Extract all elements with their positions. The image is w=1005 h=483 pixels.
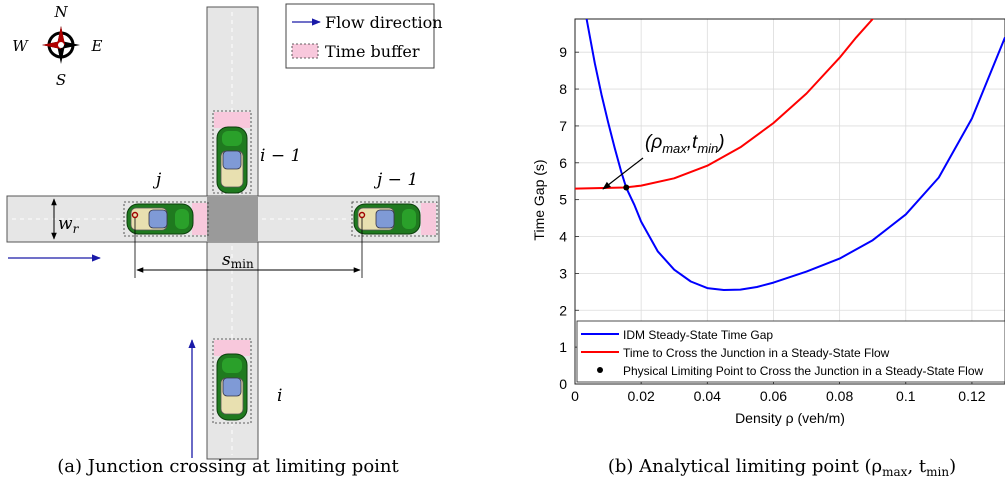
y-tick-label: 0 — [559, 376, 567, 392]
y-tick-label: 8 — [559, 81, 567, 97]
annotation-arrow — [602, 157, 644, 190]
cross-time-line — [575, 19, 875, 190]
label-i-minus-1: i − 1 — [260, 146, 301, 166]
x-tick-label: 0.06 — [760, 388, 787, 404]
min-spacing-label: smin — [222, 250, 254, 271]
caption-a: (a) Junction crossing at limiting point — [57, 456, 399, 477]
car-j-minus-1 — [351, 201, 438, 237]
compass-south: S — [56, 71, 66, 89]
x-axis-label: Density ρ (veh/m) — [735, 410, 845, 426]
legend-flow-label: Flow direction — [325, 13, 443, 32]
plot-area — [574, 18, 1005, 385]
y-tick-label: 5 — [559, 192, 567, 208]
x-tick-label: 0.12 — [958, 388, 985, 404]
legend-idm-label: IDM Steady-State Time Gap — [623, 328, 773, 342]
x-tick-label: 0.02 — [628, 388, 655, 404]
y-tick-label: 2 — [559, 302, 567, 318]
compass-east: E — [91, 37, 103, 55]
y-axis-label: Time Gap (s) — [531, 159, 547, 240]
junction-diagram: N S W E Flow direction Time buffer i − 1… — [6, 3, 443, 477]
legend-buffer-label: Time buffer — [325, 42, 420, 61]
legend-cross-label: Time to Cross the Junction in a Steady-S… — [623, 346, 890, 360]
y-tick-label: 4 — [559, 229, 567, 245]
junction-area — [207, 196, 258, 242]
y-tick-label: 1 — [559, 339, 567, 355]
time-gap-chart: 0 0.02 0.04 0.06 0.08 0.1 0.12 0 1 2 3 4 5 6 7 8 9 Densi… — [531, 18, 1005, 479]
x-tick-label: 0.1 — [896, 388, 916, 404]
legend-point-label: Physical Limiting Point to Cross the Jun… — [623, 364, 984, 378]
label-i: i — [277, 386, 282, 406]
car-i — [212, 338, 252, 424]
compass-icon — [42, 26, 80, 64]
x-tick-label: 0.08 — [826, 388, 853, 404]
compass-west: W — [12, 37, 29, 55]
y-tick-label: 3 — [559, 265, 567, 281]
idm-time-gap-line — [585, 19, 1005, 291]
label-j: j — [152, 170, 162, 190]
road-width-label: wr — [58, 214, 80, 236]
x-tick-label: 0.04 — [694, 388, 721, 404]
caption-b: (b) Analytical limiting point (ρmax, tmi… — [608, 456, 956, 479]
buffer-swatch-icon — [291, 43, 319, 59]
limiting-point-annotation: (ρmax,tmin) — [645, 132, 725, 156]
car-j — [123, 201, 209, 237]
y-tick-label: 7 — [559, 118, 567, 134]
legend-point-swatch — [597, 367, 603, 373]
x-tick-label: 0 — [571, 388, 579, 404]
limiting-point-marker — [623, 184, 630, 191]
y-tick-label: 6 — [559, 155, 567, 171]
chart-legend: IDM Steady-State Time Gap Time to Cross … — [576, 320, 1005, 383]
y-tick-label: 9 — [559, 44, 567, 60]
car-i-minus-1 — [212, 110, 252, 194]
compass-north: N — [53, 3, 68, 21]
label-j-minus-1: j − 1 — [373, 170, 418, 190]
